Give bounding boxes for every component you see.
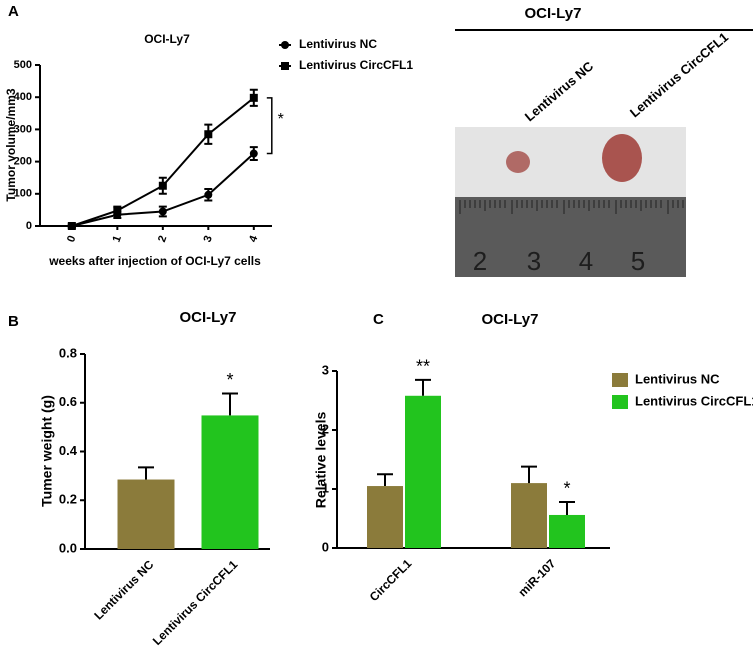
error-bar — [377, 473, 393, 487]
chart-title: OCI-Ly7 — [482, 311, 539, 328]
bar — [511, 483, 547, 548]
x-tick-label: 2 — [156, 234, 169, 244]
error-bar — [415, 378, 431, 396]
y-tick-label: 400 — [14, 91, 32, 103]
y-tick-label: 1 — [322, 480, 329, 495]
y-tick-label: 300 — [14, 123, 32, 135]
legend-label: Lentivirus NC — [299, 37, 377, 51]
y-tick-label: 2 — [322, 421, 329, 436]
y-axis-label: Tumer weight (g) — [39, 395, 55, 507]
legend-label: Lentivirus NC — [635, 371, 720, 386]
ruler-number: 3 — [527, 246, 541, 276]
photo-title: OCI-Ly7 — [525, 5, 582, 22]
panel-letter: B — [8, 313, 19, 330]
marker — [249, 149, 258, 158]
y-tick-label: 3 — [322, 362, 329, 377]
x-tick-label: 4 — [247, 233, 261, 244]
ruler-number: 4 — [579, 246, 593, 276]
ruler-number: 5 — [631, 246, 645, 276]
photo-label: Lentivirus NC — [522, 58, 597, 124]
x-axis-label: weeks after injection of OCI-Ly7 cells — [48, 254, 261, 268]
x-tick-label: Lentivirus CircCFL1 — [150, 557, 241, 648]
x-tick-label: miR-107 — [515, 556, 558, 599]
x-tick-label: 0 — [65, 234, 78, 244]
y-tick-label: 100 — [14, 188, 32, 200]
panel-letter: A — [8, 3, 19, 20]
bar — [201, 415, 259, 549]
ruler-number: 2 — [473, 246, 487, 276]
tumor-circ — [602, 134, 642, 182]
marker — [113, 206, 122, 215]
y-tick-label: 500 — [14, 59, 32, 71]
legend-marker — [281, 62, 289, 70]
marker — [249, 93, 258, 102]
marker — [67, 222, 76, 230]
x-tick-label: CircCFL1 — [367, 556, 415, 604]
error-bar — [521, 465, 537, 484]
photo-panel: OCI-Ly7 Lentivirus NC Lentivirus CircCFL… — [455, 5, 753, 277]
x-tick-label: 1 — [111, 234, 124, 244]
legend-swatch — [612, 395, 628, 409]
bar — [117, 479, 175, 549]
legend-marker — [281, 41, 289, 49]
bar — [549, 514, 585, 548]
significance-label: ** — [416, 357, 430, 377]
legend-label: Lentivirus CircCFL1 — [299, 58, 413, 72]
significance-label: * — [563, 479, 570, 499]
y-tick-label: 0.0 — [59, 540, 77, 555]
chart-title: OCI-Ly7 — [180, 309, 237, 326]
ruler-ticks — [459, 200, 684, 214]
bar — [405, 395, 441, 548]
y-tick-label: 0 — [26, 220, 32, 232]
y-tick-label: 0 — [322, 539, 329, 554]
x-tick-label: 3 — [202, 234, 215, 244]
legend-label: Lentivirus CircCFL1 — [635, 393, 753, 408]
y-tick-label: 0.8 — [59, 345, 77, 360]
photo-label: Lentivirus CircCFL1 — [627, 29, 731, 120]
significance-bracket — [266, 97, 273, 155]
axes — [39, 65, 272, 227]
marker — [158, 181, 167, 190]
marker — [158, 207, 167, 216]
y-tick-label: 200 — [14, 156, 32, 168]
y-tick-label: 0.2 — [59, 492, 77, 507]
ruler — [455, 197, 686, 277]
y-axis-label: Tumor volume/mm3 — [4, 88, 18, 201]
error-bar — [559, 500, 575, 515]
legend-swatch — [612, 373, 628, 387]
y-tick-label: 0.4 — [59, 443, 78, 458]
photo-background — [455, 127, 686, 199]
error-bar — [222, 392, 238, 416]
significance-label: * — [226, 370, 233, 390]
panel-letter: C — [373, 311, 384, 328]
y-tick-label: 0.6 — [59, 394, 77, 409]
y-axis-label: Relative levels — [313, 412, 329, 509]
marker — [204, 130, 213, 139]
annotation: * — [278, 111, 284, 128]
chart-title: OCI-Ly7 — [144, 32, 190, 46]
tumor-nc — [506, 151, 530, 173]
error-bar — [138, 466, 154, 480]
x-tick-label: Lentivirus NC — [91, 557, 156, 622]
marker — [204, 190, 213, 199]
bar — [367, 486, 403, 548]
